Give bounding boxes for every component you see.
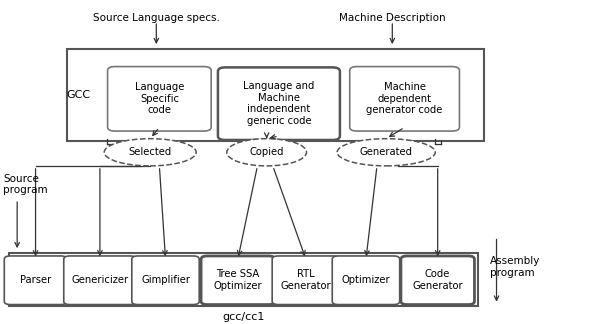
Text: Machine
dependent
generator code: Machine dependent generator code <box>367 82 443 115</box>
Text: Copied: Copied <box>249 147 284 157</box>
Text: Gimplifier: Gimplifier <box>141 275 190 285</box>
Ellipse shape <box>227 139 306 166</box>
Text: Source
program: Source program <box>3 174 48 195</box>
Ellipse shape <box>104 139 196 166</box>
Text: gcc/cc1: gcc/cc1 <box>223 312 265 322</box>
FancyBboxPatch shape <box>108 67 211 131</box>
Text: Tree SSA
Optimizer: Tree SSA Optimizer <box>213 270 262 291</box>
FancyBboxPatch shape <box>132 256 199 305</box>
Text: Language
Specific
code: Language Specific code <box>135 82 184 115</box>
FancyBboxPatch shape <box>349 67 460 131</box>
Text: Generated: Generated <box>360 147 413 157</box>
Text: Optimizer: Optimizer <box>341 275 390 285</box>
Text: Source Language specs.: Source Language specs. <box>93 13 219 23</box>
Ellipse shape <box>337 139 435 166</box>
FancyBboxPatch shape <box>201 256 275 305</box>
FancyBboxPatch shape <box>64 256 136 305</box>
Text: Assembly
program: Assembly program <box>490 257 541 278</box>
Text: Code
Generator: Code Generator <box>413 270 463 291</box>
Text: Genericizer: Genericizer <box>71 275 129 285</box>
Text: Selected: Selected <box>129 147 172 157</box>
Text: RTL
Generator: RTL Generator <box>281 270 331 291</box>
FancyBboxPatch shape <box>401 256 474 305</box>
Bar <box>67 49 484 141</box>
FancyBboxPatch shape <box>218 67 340 140</box>
FancyBboxPatch shape <box>4 256 67 305</box>
Text: Language and
Machine
independent
generic code: Language and Machine independent generic… <box>243 81 314 126</box>
Text: Parser: Parser <box>20 275 51 285</box>
Bar <box>9 253 478 306</box>
Text: Machine Description: Machine Description <box>339 13 446 23</box>
FancyBboxPatch shape <box>332 256 400 305</box>
Text: GCC: GCC <box>66 90 91 100</box>
FancyBboxPatch shape <box>272 256 340 305</box>
